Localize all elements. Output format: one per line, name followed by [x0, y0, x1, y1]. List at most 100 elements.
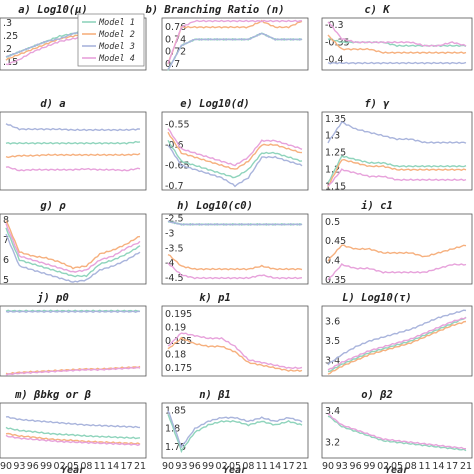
series-line-model-4 [5, 366, 141, 376]
panel-title: i) c1 [361, 200, 393, 212]
y-tick-label: 1.25 [325, 148, 346, 159]
x-tick-label: 08 [242, 461, 254, 472]
panel-title: a) Log10(μ) [18, 4, 88, 16]
y-tick-label: -0.35 [325, 37, 350, 48]
x-tick-label: 17 [446, 461, 458, 472]
panel-o: o) β2 3.4 3.2 90 93 96 99 02 05 08 11 14 17 21 Year [321, 389, 473, 474]
series-line-model-4 [167, 332, 303, 370]
y-tick-label: 0.74 [165, 34, 186, 45]
x-axis-label: Year [61, 465, 85, 474]
y-tick-label: -4.5 [165, 273, 184, 284]
x-tick-label: 21 [296, 461, 308, 472]
series-line-model-3 [327, 309, 467, 366]
x-tick-label: 14 [107, 461, 119, 472]
y-tick-label: -2.5 [165, 213, 184, 224]
y-tick-label: 0.175 [165, 363, 192, 374]
y-tick-label: 0.4 [325, 256, 340, 267]
x-tick-label: 96 [27, 461, 39, 472]
series-line-model-4 [5, 166, 141, 172]
panel-title: e) Log10(d) [180, 98, 250, 110]
x-tick-label: 96 [350, 461, 362, 472]
series-line-model-2 [327, 158, 467, 188]
y-tick-label: 6 [3, 255, 9, 266]
x-tick-label: 11 [94, 461, 106, 472]
x-tick-label: 08 [80, 461, 92, 472]
series-line-model-1 [5, 140, 141, 145]
y-tick-label: .3 [3, 18, 12, 29]
plot-frame [0, 213, 147, 285]
panel-a: a) Log10(μ).15.2.25.3 [0, 4, 147, 71]
series-line-model-2 [167, 131, 303, 170]
plot-frame [0, 17, 147, 71]
y-tick-label: -0.7 [165, 181, 184, 192]
y-tick-label: -3.5 [165, 243, 184, 254]
series-line-model-1 [327, 155, 467, 183]
series-line-model-3 [5, 415, 141, 429]
x-tick-label: 90 [322, 461, 334, 472]
x-tick-label: 99 [363, 461, 375, 472]
panel-title: d) a [40, 98, 65, 110]
y-tick-label: 3.6 [325, 317, 340, 328]
series-line-model-3 [167, 220, 303, 226]
y-tick-label: 3.5 [325, 336, 340, 347]
x-axis-label: Year [223, 465, 247, 474]
panel-title: n) β1 [199, 389, 231, 401]
legend: Model 1 Model 2 Model 3 Model 4 [77, 13, 145, 67]
series-line-model-1 [327, 415, 467, 452]
y-tick-label: 3.4 [325, 406, 340, 417]
series-line-model-4 [327, 168, 467, 187]
y-tick-label: .25 [3, 31, 18, 42]
y-tick-label: 7 [3, 235, 9, 246]
plot-frame [161, 213, 309, 285]
panel-j: j) p0 [0, 292, 147, 377]
series-line-model-3 [5, 233, 141, 283]
plot-frame [161, 111, 309, 191]
panel-n: n) β1 1.85 1.8 1.75 90 93 96 99 02 05 08 11 14 17 21 Ye… [161, 389, 309, 474]
x-tick-label: 02 [54, 461, 66, 472]
panel-e: e) Log10(d) -0.55 -0.6 -0.65 -0.7 [161, 98, 309, 192]
x-tick-label: 99 [202, 461, 214, 472]
x-tick-label: 17 [121, 461, 133, 472]
series-line-model-2 [5, 220, 141, 270]
panel-title: c) K [364, 4, 391, 16]
plot-frame [0, 305, 147, 377]
x-tick-label: 93 [13, 461, 25, 472]
series-line-model-1 [167, 414, 303, 454]
y-tick-label: 3.2 [325, 437, 340, 448]
x-tick-label: 21 [134, 461, 146, 472]
panel-title: m) βbkg or β [14, 389, 91, 401]
x-axis-label: Year [385, 465, 409, 474]
x-tick-label: 11 [256, 461, 268, 472]
plot-frame [161, 305, 309, 377]
x-tick-label: 11 [419, 461, 431, 472]
series-line-model-4 [327, 413, 466, 450]
series-line-model-3 [327, 61, 467, 65]
x-tick-label: 99 [40, 461, 52, 472]
series-line-model-1 [327, 316, 467, 373]
series-line-model-4 [327, 21, 467, 48]
series-line-model-3 [5, 310, 141, 313]
y-tick-label: -0.55 [165, 119, 190, 130]
panel-title: L) Log10(τ) [342, 292, 412, 304]
y-tick-label: 0.72 [165, 47, 186, 58]
plot-frame [0, 402, 147, 459]
y-tick-label: 0.18 [165, 349, 186, 360]
x-tick-label: 93 [175, 461, 187, 472]
legend-label: Model 2 [98, 30, 135, 40]
x-tick-label: 90 [162, 461, 174, 472]
panel-title: o) β2 [361, 389, 393, 401]
series-line-model-4 [5, 434, 141, 447]
series-line-model-2 [327, 244, 467, 262]
panel-g: g) ρ 8 7 6 5 [0, 200, 147, 286]
panel-f: f) γ1.351.31.251.21.15 [321, 98, 473, 193]
series-line-model-4 [327, 316, 467, 371]
plot-frame [321, 402, 473, 459]
plot-frame [321, 111, 473, 191]
y-tick-label: 0.5 [325, 217, 340, 228]
series-line-model-1 [5, 426, 141, 440]
y-tick-label: 1.85 [165, 405, 186, 416]
series-line-model-3 [167, 144, 303, 188]
panel-l: L) Log10(τ)3.63.53.4 [321, 292, 473, 377]
series-line-model-1 [167, 139, 303, 179]
series-line-model-2 [167, 19, 303, 65]
